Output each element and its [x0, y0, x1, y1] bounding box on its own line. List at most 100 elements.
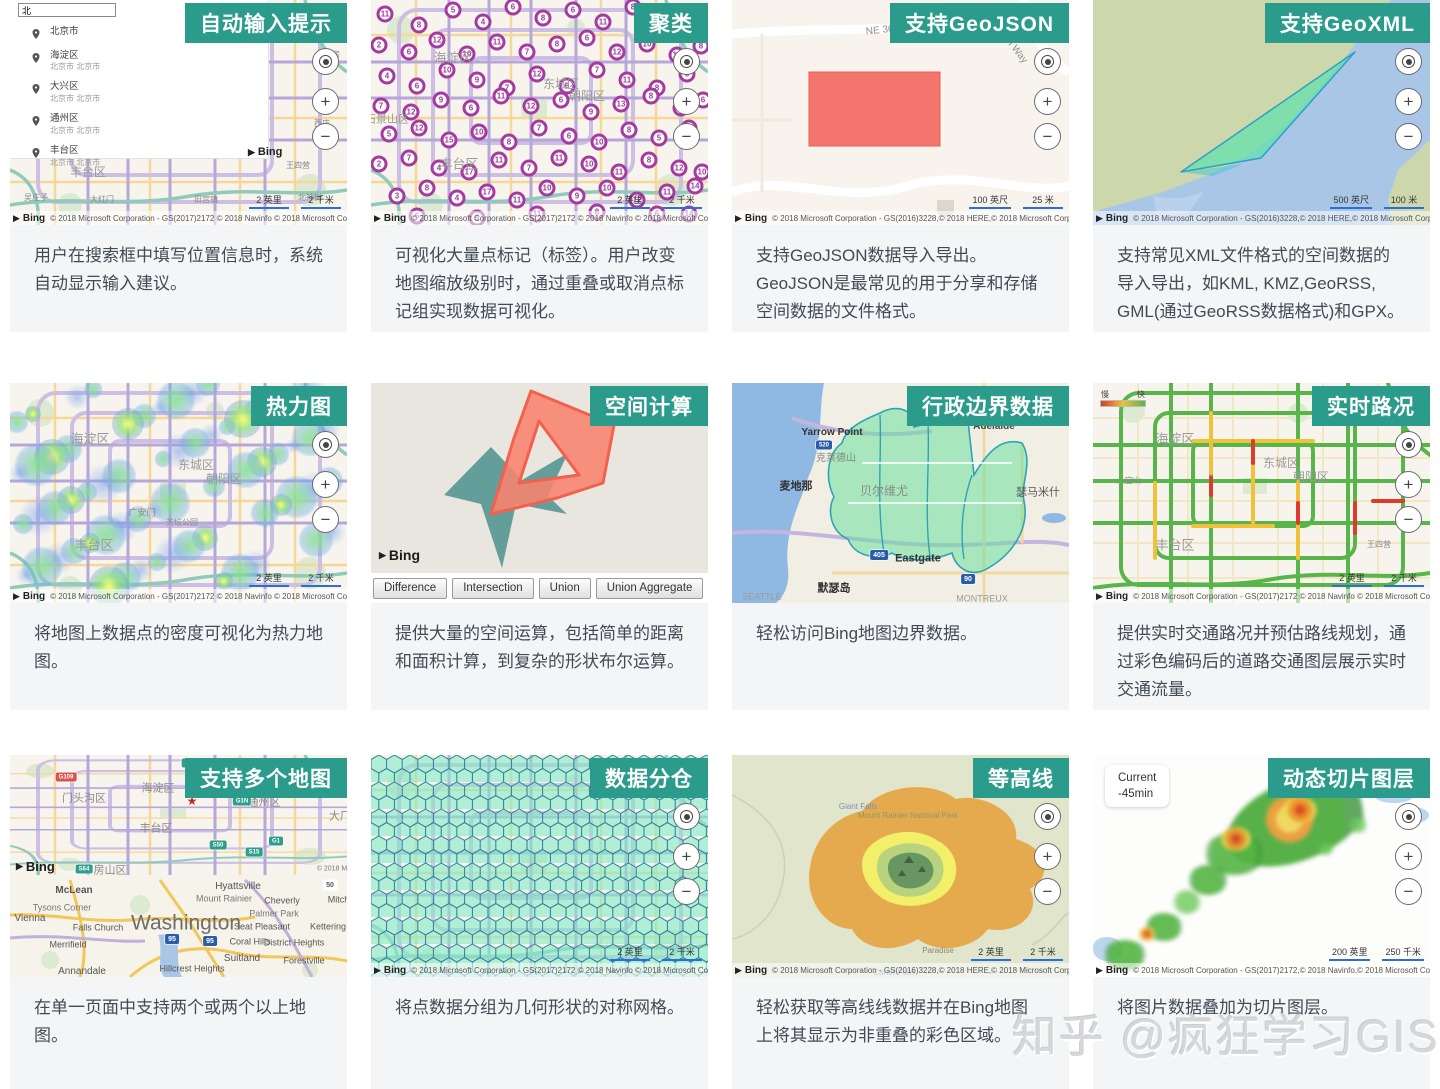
zoom-in-button[interactable]: +: [673, 843, 700, 870]
locate-button[interactable]: [1395, 803, 1422, 830]
cluster-marker[interactable]: 15: [440, 131, 458, 149]
suggestion-item[interactable]: 北京市: [10, 21, 268, 45]
cluster-marker[interactable]: 12: [528, 65, 546, 83]
locate-button[interactable]: [673, 48, 700, 75]
zoom-out-button[interactable]: −: [312, 506, 339, 533]
zoom-out-button[interactable]: −: [1395, 506, 1422, 533]
cluster-marker[interactable]: 5: [444, 1, 462, 19]
locate-button[interactable]: [1034, 803, 1061, 830]
cluster-marker[interactable]: 10: [538, 179, 556, 197]
union-aggregate-button[interactable]: Union Aggregate: [595, 577, 704, 599]
locate-button[interactable]: [312, 431, 339, 458]
cluster-marker[interactable]: 8: [642, 87, 660, 105]
cluster-marker[interactable]: 11: [508, 191, 526, 209]
zoom-in-button[interactable]: +: [312, 471, 339, 498]
intersection-button[interactable]: Intersection: [452, 577, 534, 599]
zoom-out-button[interactable]: −: [673, 123, 700, 150]
zoom-in-button[interactable]: +: [1034, 88, 1061, 115]
cluster-marker[interactable]: 7: [520, 159, 538, 177]
cluster-marker[interactable]: 8: [640, 151, 658, 169]
cluster-marker[interactable]: 9: [582, 103, 600, 121]
cluster-marker[interactable]: 10: [580, 155, 598, 173]
cluster-marker[interactable]: 11: [492, 87, 510, 105]
cluster-marker[interactable]: 8: [620, 121, 638, 139]
cluster-marker[interactable]: 12: [402, 103, 420, 121]
cluster-marker[interactable]: 8: [534, 9, 552, 27]
cluster-marker[interactable]: 13: [612, 95, 630, 113]
locate-button[interactable]: [1395, 48, 1422, 75]
cluster-marker[interactable]: 8: [418, 179, 436, 197]
cluster-marker[interactable]: 4: [378, 67, 396, 85]
zoom-out-button[interactable]: −: [1034, 123, 1061, 150]
cluster-marker[interactable]: 6: [578, 29, 596, 47]
cluster-marker[interactable]: 5: [650, 129, 668, 147]
cluster-marker[interactable]: 7: [400, 149, 418, 167]
cluster-marker[interactable]: 11: [658, 183, 676, 201]
cluster-marker[interactable]: 11: [594, 13, 612, 31]
locate-button[interactable]: [673, 803, 700, 830]
cluster-marker[interactable]: 7: [588, 61, 606, 79]
cluster-marker[interactable]: 14: [686, 177, 704, 195]
cluster-marker[interactable]: 8: [410, 16, 428, 34]
cluster-marker[interactable]: 17: [460, 163, 478, 181]
cluster-marker[interactable]: 10: [470, 123, 488, 141]
suggestion-item[interactable]: 海淀区 北京市 北京市: [10, 45, 268, 77]
cluster-marker[interactable]: 3: [388, 187, 406, 205]
cluster-marker[interactable]: 6: [504, 0, 522, 16]
locate-button[interactable]: [1034, 48, 1061, 75]
cluster-marker[interactable]: 8: [548, 35, 566, 53]
zoom-out-button[interactable]: −: [673, 878, 700, 905]
cluster-marker[interactable]: 11: [610, 163, 628, 181]
cluster-marker[interactable]: 4: [448, 189, 466, 207]
search-input[interactable]: [18, 3, 116, 17]
locate-button[interactable]: [312, 48, 339, 75]
cluster-marker[interactable]: 12: [670, 159, 688, 177]
cluster-marker[interactable]: 9: [432, 91, 450, 109]
cluster-marker[interactable]: 6: [564, 1, 582, 19]
cluster-marker[interactable]: 2: [371, 36, 388, 54]
cluster-marker[interactable]: 11: [376, 5, 394, 23]
cluster-marker[interactable]: 10: [598, 179, 616, 197]
suggestion-item[interactable]: 丰台区 北京市 北京市: [10, 140, 268, 172]
cluster-marker[interactable]: 9: [568, 187, 586, 205]
cluster-marker[interactable]: 4: [430, 159, 448, 177]
zoom-out-button[interactable]: −: [1395, 878, 1422, 905]
cluster-marker[interactable]: 10: [438, 61, 456, 79]
cluster-marker[interactable]: 12: [410, 119, 428, 137]
cluster-marker[interactable]: 11: [550, 149, 568, 167]
cluster-marker[interactable]: 12: [522, 97, 540, 115]
zoom-in-button[interactable]: +: [1395, 471, 1422, 498]
zoom-in-button[interactable]: +: [673, 88, 700, 115]
cluster-marker[interactable]: 11: [488, 33, 506, 51]
cluster-marker[interactable]: 7: [530, 119, 548, 137]
locate-button[interactable]: [1395, 431, 1422, 458]
zoom-out-button[interactable]: −: [312, 123, 339, 150]
union-button[interactable]: Union: [538, 577, 591, 599]
cluster-marker[interactable]: 6: [400, 43, 418, 61]
cluster-marker[interactable]: 6: [462, 99, 480, 117]
cluster-marker[interactable]: 6: [560, 127, 578, 145]
cluster-marker[interactable]: 11: [490, 151, 508, 169]
zoom-in-button[interactable]: +: [312, 88, 339, 115]
suggestion-item[interactable]: 大兴区 北京市 北京市: [10, 77, 268, 109]
cluster-marker[interactable]: 2: [371, 155, 388, 173]
cluster-marker[interactable]: 5: [380, 125, 398, 143]
cluster-marker[interactable]: 12: [428, 31, 446, 49]
zoom-in-button[interactable]: +: [1395, 88, 1422, 115]
suggestion-item[interactable]: 通州区 北京市 北京市: [10, 109, 268, 141]
cluster-marker[interactable]: 11: [618, 71, 636, 89]
difference-button[interactable]: Difference: [373, 577, 448, 599]
cluster-marker[interactable]: 8: [500, 133, 518, 151]
cluster-marker[interactable]: 10: [590, 133, 608, 151]
cluster-marker[interactable]: 10: [458, 45, 476, 63]
cluster-marker[interactable]: 12: [608, 43, 626, 61]
cluster-marker[interactable]: 17: [478, 183, 496, 201]
cluster-marker[interactable]: 7: [518, 43, 536, 61]
cluster-marker[interactable]: 4: [474, 13, 492, 31]
cluster-marker[interactable]: 6: [552, 91, 570, 109]
zoom-in-button[interactable]: +: [1395, 843, 1422, 870]
zoom-out-button[interactable]: −: [1395, 123, 1422, 150]
zoom-in-button[interactable]: +: [1034, 843, 1061, 870]
cluster-marker[interactable]: 7: [372, 97, 390, 115]
cluster-marker[interactable]: 9: [468, 71, 486, 89]
